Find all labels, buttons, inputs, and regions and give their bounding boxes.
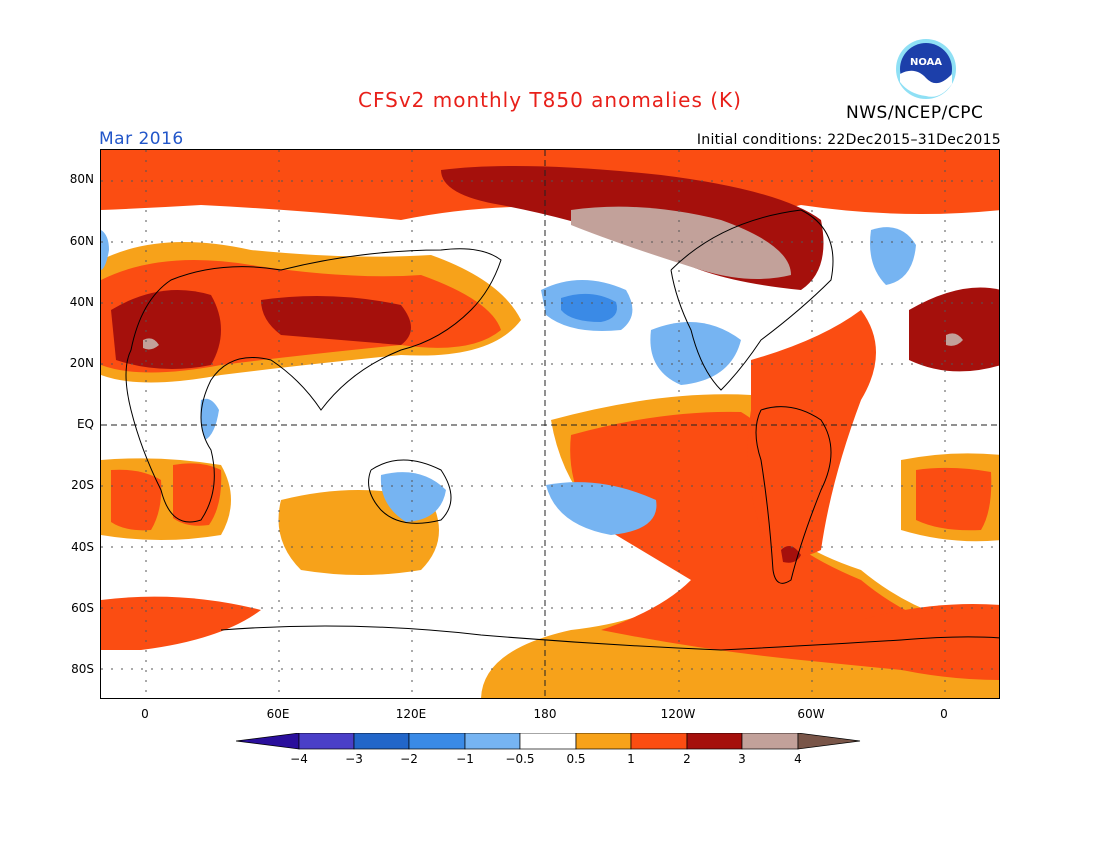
lon-label: 60W xyxy=(797,707,825,721)
lon-label: 0 xyxy=(940,707,948,721)
colorbar-bin xyxy=(408,733,466,750)
lat-label: 20S xyxy=(71,478,94,492)
logo-text: NOAA xyxy=(910,57,942,68)
lat-lon-grid xyxy=(101,150,999,698)
colorbar-bin xyxy=(630,733,688,750)
lat-label: EQ xyxy=(76,417,94,431)
lat-label: 40S xyxy=(71,540,94,554)
colorbar xyxy=(236,733,861,750)
colorbar-label: 2 xyxy=(683,752,691,766)
colorbar-label: −1 xyxy=(456,752,474,766)
colorbar-bin xyxy=(519,733,577,750)
colorbar-bin xyxy=(464,733,521,750)
colorbar-label: 3 xyxy=(738,752,746,766)
initial-conditions: Initial conditions: 22Dec2015–31Dec2015 xyxy=(696,132,1001,148)
colorbar-bin-gt-4 xyxy=(797,733,861,750)
coastlines xyxy=(125,209,999,651)
colorbar-bin xyxy=(298,733,355,750)
colorbar-bin xyxy=(575,733,632,750)
lon-label: 120W xyxy=(660,707,696,721)
colorbar-label: 4 xyxy=(794,752,802,766)
colorbar-label: −0.5 xyxy=(505,752,535,766)
lat-label: 20N xyxy=(69,356,94,370)
lat-label: 60N xyxy=(69,234,94,248)
lat-label: 80S xyxy=(71,662,94,676)
colorbar-bin-lt-minus4 xyxy=(236,733,300,750)
chart-title: CFSv2 monthly T850 anomalies (K) xyxy=(358,88,742,112)
lon-label: 0 xyxy=(141,707,149,721)
lon-label: 120E xyxy=(395,707,427,721)
colorbar-label: 0.5 xyxy=(566,752,586,766)
colorbar-bin xyxy=(741,733,799,750)
lon-label: 180 xyxy=(533,707,557,721)
anomaly-map xyxy=(100,149,1000,699)
lat-label: 60S xyxy=(71,601,94,615)
anomaly-field xyxy=(101,150,999,698)
colorbar-label: 1 xyxy=(627,752,635,766)
valid-month: Mar 2016 xyxy=(99,129,184,149)
agency-label: NWS/NCEP/CPC xyxy=(846,103,984,123)
lat-label: 40N xyxy=(69,295,94,309)
noaa-logo: NOAA xyxy=(896,39,956,99)
anomaly-region-eurasia xyxy=(101,242,999,383)
colorbar-label: −4 xyxy=(290,752,308,766)
anomaly-region-arctic xyxy=(101,150,999,290)
lat-label: 80N xyxy=(69,172,94,186)
colorbar-bin xyxy=(686,733,743,750)
colorbar-label: −3 xyxy=(345,752,363,766)
colorbar-label: −2 xyxy=(400,752,418,766)
colorbar-bin xyxy=(353,733,410,750)
lon-label: 60E xyxy=(266,707,290,721)
